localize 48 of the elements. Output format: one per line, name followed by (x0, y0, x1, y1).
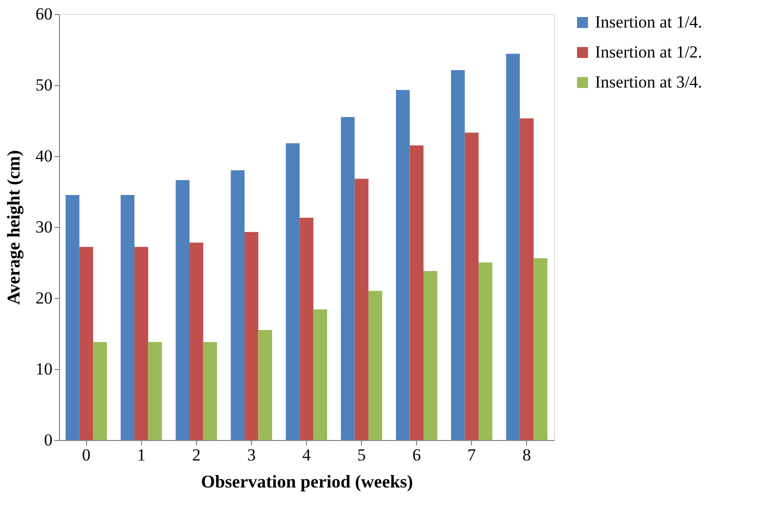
x-tick-label: 8 (522, 446, 531, 464)
bar (464, 132, 479, 440)
y-tick-label: 20 (36, 288, 52, 308)
x-tick-label: 6 (412, 446, 421, 464)
bar (93, 342, 107, 440)
x-axis-title: Observation period (weeks) (201, 472, 413, 492)
x-tick-label: 0 (82, 446, 91, 464)
bar (410, 145, 424, 440)
legend-label: Insertion at 3/4. (595, 72, 702, 92)
bar (368, 290, 382, 440)
bar (300, 218, 314, 440)
bar (286, 143, 300, 440)
y-tick-label: 60 (36, 4, 52, 24)
y-axis-title: Average height (cm) (4, 150, 24, 305)
x-tick-label: 4 (302, 446, 312, 464)
x-tick-label: 5 (357, 446, 366, 464)
y-tick-label: 10 (36, 360, 52, 378)
bar (120, 195, 134, 440)
bar (520, 118, 534, 440)
y-tick-label: 30 (36, 218, 52, 236)
bar (134, 246, 148, 440)
bar (230, 170, 245, 440)
x-tick-label: 7 (467, 446, 476, 464)
bar (189, 242, 204, 440)
bar (396, 90, 410, 440)
bar (203, 342, 218, 440)
bar (244, 232, 258, 440)
bar (354, 178, 368, 440)
y-tick-label: 0 (44, 430, 52, 450)
legend-label: Insertion at 1/2. (595, 42, 702, 62)
x-tick-label: 3 (247, 446, 256, 464)
bar (79, 246, 94, 440)
x-tick-label: 2 (192, 446, 201, 464)
bar (148, 342, 162, 440)
bar (176, 180, 190, 440)
bar (534, 258, 548, 440)
bar (258, 330, 272, 440)
bar (66, 195, 80, 440)
bar (478, 262, 492, 440)
bar (451, 70, 465, 440)
legend-label: Insertion at 1/4. (595, 12, 702, 32)
bar (340, 116, 355, 440)
x-tick-label: 1 (137, 446, 146, 464)
y-tick-label: 40 (36, 146, 52, 166)
y-tick-label: 50 (36, 76, 52, 94)
bar (424, 271, 438, 440)
bar (506, 54, 520, 440)
bar (313, 309, 328, 440)
